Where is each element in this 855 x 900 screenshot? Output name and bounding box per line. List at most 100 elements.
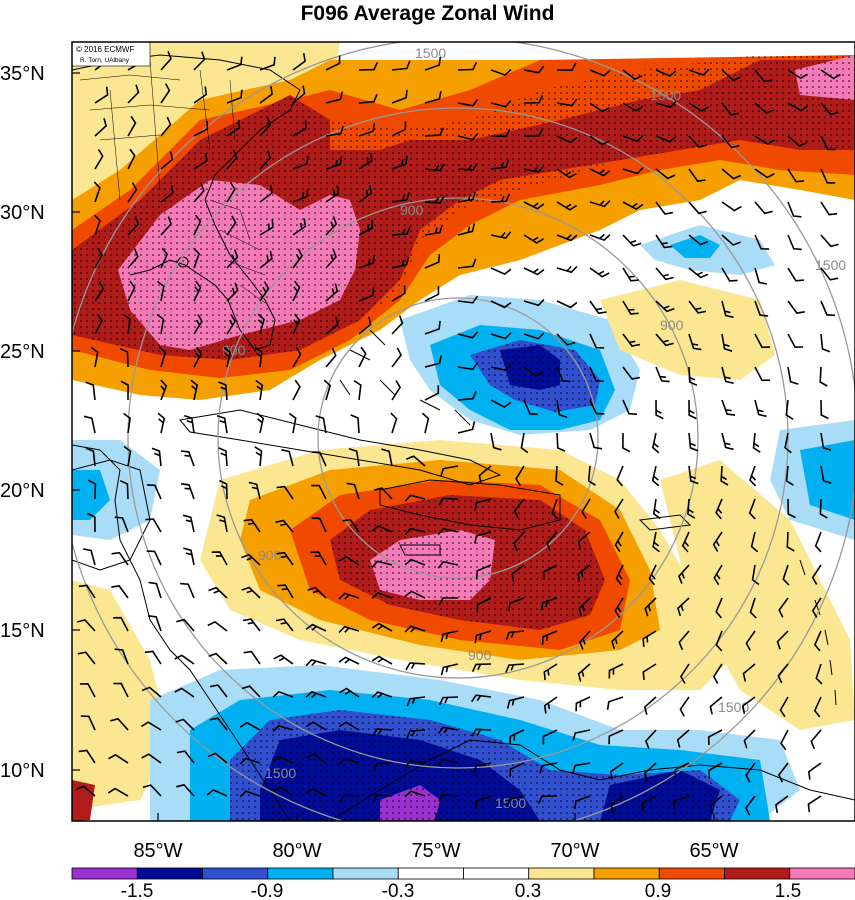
wind-barb <box>748 498 756 520</box>
wind-barb <box>754 300 769 317</box>
wind-barb <box>371 591 393 599</box>
wind-barb <box>509 762 525 778</box>
wind-barb <box>572 729 591 741</box>
wind-barb <box>76 618 96 632</box>
wind-barb <box>687 498 696 519</box>
lat-label: 25°N <box>0 341 45 363</box>
wind-barb <box>226 314 237 335</box>
wind-barb <box>745 795 756 816</box>
wind-barb <box>358 123 376 137</box>
wind-barb <box>508 597 525 612</box>
wind-barb <box>310 551 327 566</box>
wind-barb <box>648 564 657 586</box>
wind-barb <box>404 760 426 768</box>
wind-barb <box>787 366 799 385</box>
wind-barb <box>688 135 707 148</box>
wind-barb <box>259 117 272 137</box>
wind-barb <box>404 527 426 536</box>
wind-barb <box>678 630 690 651</box>
wind-barb <box>688 102 710 112</box>
wind-barb <box>259 281 270 302</box>
wind-barb <box>787 300 805 314</box>
wind-barb <box>478 465 492 484</box>
wind-barb <box>83 548 96 566</box>
colorbar-label: 1.5 <box>775 881 801 900</box>
wind-barb <box>457 258 477 269</box>
wind-barb <box>87 479 97 500</box>
wind-barb <box>655 234 673 249</box>
wind-barb <box>275 618 294 632</box>
wind-barb <box>358 254 375 269</box>
wind-barb <box>820 69 841 80</box>
wind-barb <box>721 201 742 212</box>
wind-barb <box>490 363 512 372</box>
wind-barb <box>311 517 327 533</box>
wind-barb <box>160 51 172 71</box>
wind-barb <box>541 630 558 645</box>
wind-barb <box>688 399 697 420</box>
wind-barb <box>819 498 828 519</box>
wind-barb <box>574 795 591 810</box>
wind-barb <box>523 399 538 416</box>
colorbar-swatch <box>397 867 464 880</box>
wind-barb <box>292 53 306 71</box>
wind-barb <box>127 115 137 137</box>
wind-barb <box>358 287 375 302</box>
wind-barb <box>581 498 591 520</box>
wind-barb <box>476 597 492 613</box>
wind-barb <box>358 346 367 368</box>
wind-barb <box>644 597 657 617</box>
wind-barb <box>254 347 263 368</box>
wind-barb <box>622 399 638 415</box>
wind-barb <box>243 518 261 533</box>
wind-barb <box>537 795 558 804</box>
wind-barb <box>720 465 729 486</box>
wind-barb <box>127 182 138 203</box>
wind-barb <box>391 285 406 302</box>
lon-label: 70°W <box>550 840 599 862</box>
wind-barb <box>93 181 101 203</box>
wind-barb <box>123 412 131 434</box>
ring-label: 1500 <box>650 87 681 103</box>
wind-barb <box>342 518 360 533</box>
wind-barb <box>542 729 558 745</box>
wind-barb <box>259 150 272 170</box>
wind-barb <box>490 128 511 138</box>
wind-barb <box>715 498 723 520</box>
wind-barb <box>572 762 591 774</box>
wind-barb <box>226 181 236 203</box>
wind-barb <box>506 795 525 808</box>
wind-barb <box>785 465 794 486</box>
wind-barb <box>616 465 624 487</box>
wind-barb <box>325 316 339 335</box>
wind-barb <box>114 648 129 665</box>
wind-barb <box>743 729 756 749</box>
wind-barb <box>520 432 529 454</box>
wind-barb <box>681 531 690 553</box>
wind-barb <box>180 450 195 467</box>
wind-barb <box>78 584 96 599</box>
wind-barb <box>243 650 261 665</box>
wind-barb <box>391 191 411 203</box>
wind-barb <box>807 762 822 780</box>
wind-barb <box>814 531 822 553</box>
colorbar-swatch <box>463 867 530 880</box>
colorbar-swatch <box>724 867 791 880</box>
wind-barb <box>390 412 398 434</box>
wind-barb <box>589 200 611 208</box>
wind-barb <box>127 216 140 236</box>
wind-barb <box>424 90 442 104</box>
wind-barb <box>259 250 273 269</box>
wind-barb <box>292 313 301 335</box>
wind-barb <box>421 412 430 434</box>
wind-barb <box>750 531 759 553</box>
wind-barb <box>820 267 839 281</box>
wind-barb <box>688 333 702 351</box>
wind-barb <box>589 135 610 146</box>
wind-barb <box>782 564 790 586</box>
wind-barb <box>820 168 836 184</box>
wind-barb <box>523 332 545 340</box>
wind-barb <box>780 729 789 751</box>
wind-barb <box>424 320 441 335</box>
